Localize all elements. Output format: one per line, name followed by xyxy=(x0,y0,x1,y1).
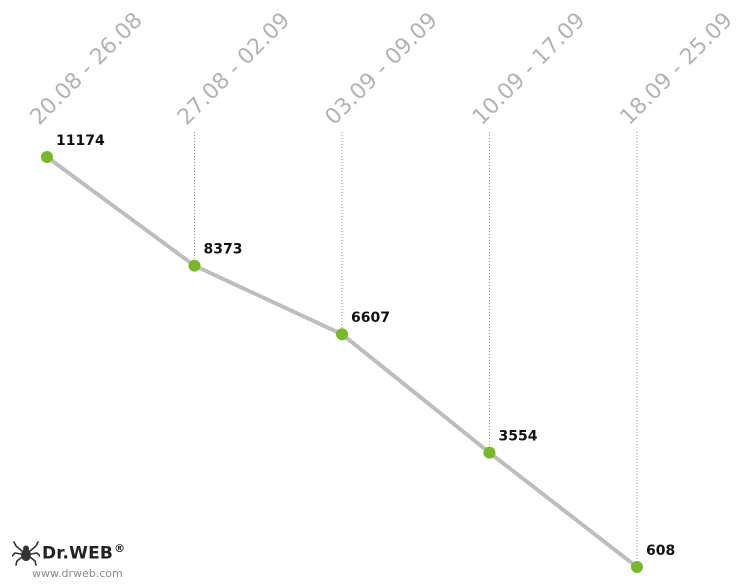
category-label: 10.09 - 17.09 xyxy=(468,8,590,130)
category-label: 27.08 - 02.09 xyxy=(173,8,295,130)
category-label: 03.09 - 09.09 xyxy=(321,8,443,130)
data-point xyxy=(483,446,496,459)
category-labels: 20.08 - 26.08 27.08 - 02.09 03.09 - 09.09 1… xyxy=(26,8,736,130)
data-point xyxy=(188,259,201,272)
series-line xyxy=(45,155,639,569)
logo-url: www.drweb.com xyxy=(32,567,123,580)
data-point xyxy=(631,561,643,573)
data-labels: 11174 8373 6607 3554 608 xyxy=(56,133,675,559)
data-point xyxy=(41,151,53,163)
logo-text: Dr.WEB® xyxy=(42,542,126,564)
data-label: 3554 xyxy=(499,429,538,445)
data-label: 11174 xyxy=(56,133,105,149)
drweb-logo: Dr.WEB® www.drweb.com xyxy=(12,540,192,586)
category-label: 20.08 - 26.08 xyxy=(26,8,148,130)
data-label: 608 xyxy=(646,543,675,559)
data-points xyxy=(41,151,643,573)
spider-icon xyxy=(12,541,40,566)
data-point xyxy=(336,328,348,341)
data-label: 8373 xyxy=(204,242,243,258)
data-label: 6607 xyxy=(351,310,390,326)
drop-lines xyxy=(194,132,638,567)
category-label: 18.09 - 25.09 xyxy=(616,8,736,130)
